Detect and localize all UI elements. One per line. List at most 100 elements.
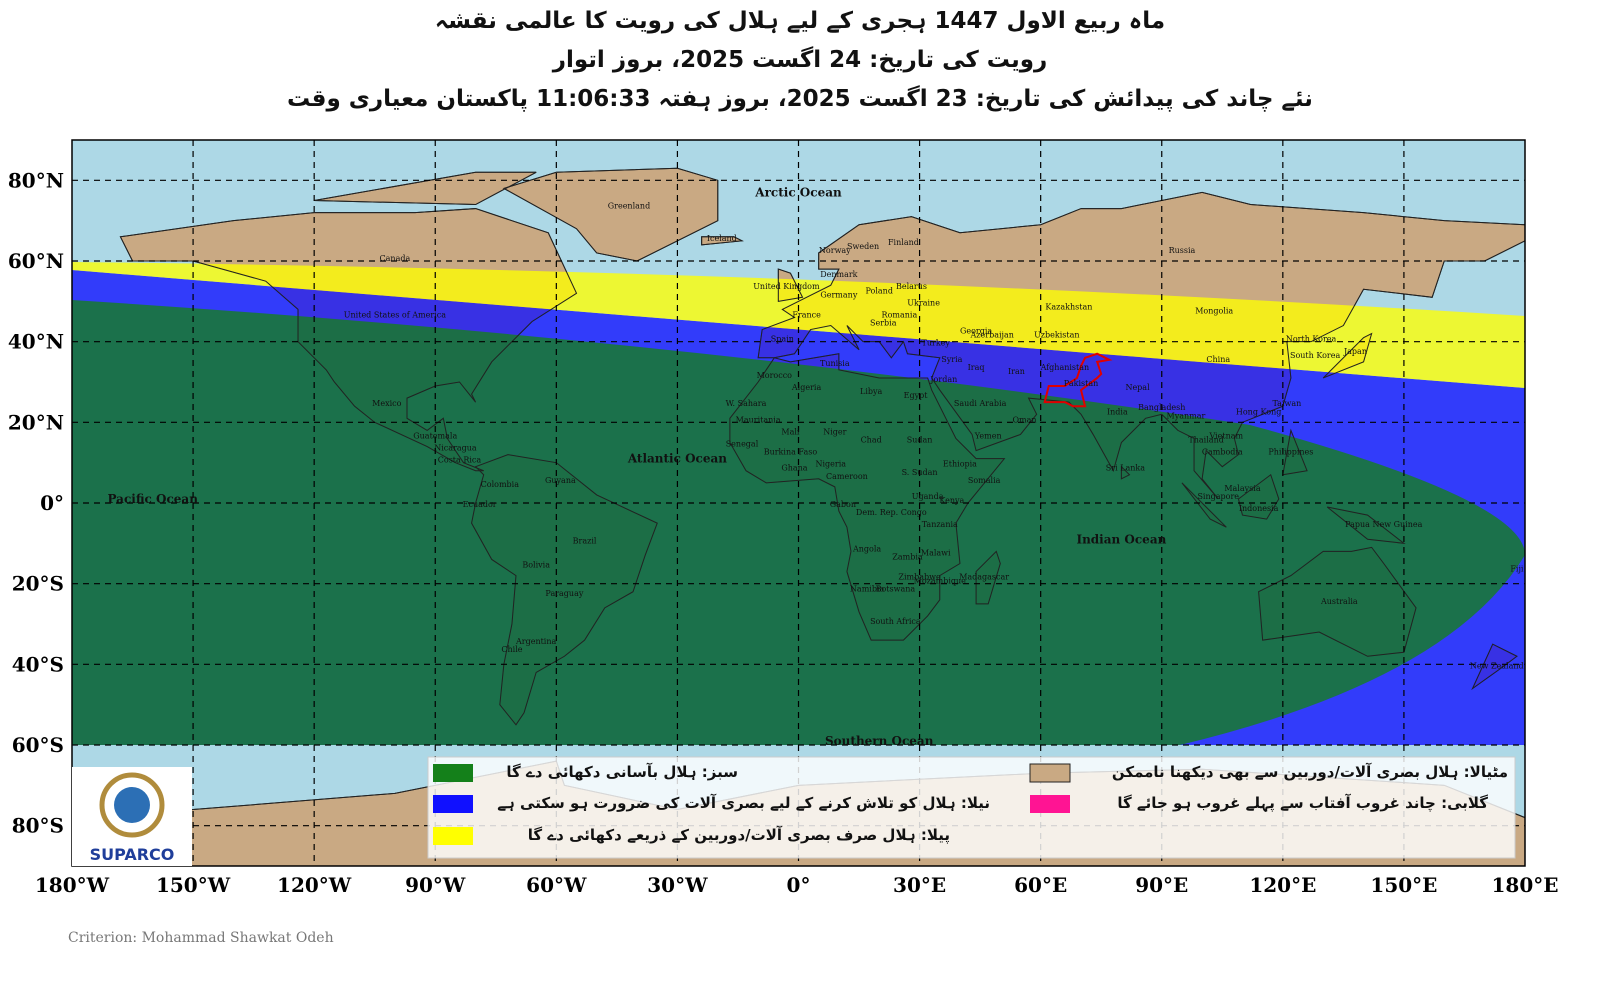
border <box>1282 428 1308 476</box>
legend-swatch <box>1029 763 1071 783</box>
yellow-zone <box>72 262 1525 388</box>
legend-label: سبز: ہلال بآسانی دکھائی دے گا <box>506 763 738 781</box>
lon-label: 180°E <box>1492 873 1559 897</box>
country-label: Jordan <box>929 375 957 384</box>
country-label: Kenya <box>939 496 964 505</box>
country-label: Spain <box>771 335 794 344</box>
border <box>471 454 658 726</box>
country-label: Nepal <box>1125 383 1150 392</box>
lat-label: 60°S <box>12 733 64 757</box>
country-label: Finland <box>888 238 919 247</box>
country-label: Russia <box>1169 246 1196 255</box>
lon-label: 60°W <box>526 873 587 897</box>
ocean-label: Arctic Ocean <box>754 185 842 199</box>
country-label: Romania <box>882 310 918 319</box>
logo-ring <box>99 772 165 838</box>
country-label: S. Sudan <box>902 468 938 477</box>
border <box>1120 465 1131 480</box>
country-label: Guyana <box>545 476 576 485</box>
country-label: Morocco <box>757 371 793 380</box>
country-label: Bolivia <box>522 561 550 570</box>
legend-swatch <box>1030 795 1070 813</box>
country-label: South Africa <box>870 617 921 626</box>
country-label: Sudan <box>907 436 933 445</box>
country-label: Mauritania <box>736 415 781 424</box>
country-label: Niger <box>823 427 846 436</box>
country-label: Denmark <box>820 270 857 279</box>
country-label: Algeria <box>791 383 822 392</box>
country-label: Iceland <box>707 234 737 243</box>
country-label: Senegal <box>726 440 759 449</box>
country-label: Vietnam <box>1208 431 1243 440</box>
country-label: Ghana <box>781 464 807 473</box>
legend-label: گلابی: چاند غروب آفتاب سے پہلے غروب ہو ج… <box>1117 794 1488 812</box>
country-label: Burkina Faso <box>764 448 818 457</box>
country-label: Germany <box>820 290 857 299</box>
country-label: Azerbaijan <box>970 331 1014 340</box>
country-label: Somalia <box>968 476 1001 485</box>
country-label: New Zealand <box>1470 661 1524 670</box>
country-label: Mali <box>781 427 800 436</box>
border <box>777 268 804 302</box>
lat-label: 60°N <box>8 249 64 273</box>
lon-label: 120°E <box>1249 873 1316 897</box>
country-label: Angola <box>852 544 881 553</box>
legend-box <box>427 756 1516 859</box>
legend-swatch <box>433 764 473 782</box>
country-label: Afghanistan <box>1040 363 1090 372</box>
country-label: Mongolia <box>1195 306 1233 315</box>
country-label: Poland <box>865 286 892 295</box>
border <box>975 550 1001 605</box>
map-layer: Arctic Ocean Atlantic Ocean Pacific Ocean I… <box>72 140 1525 866</box>
title-line: ماہ ربیع الاول 1447 ہجری کے لیے ہلال کی … <box>434 8 1166 34</box>
border <box>1237 473 1280 520</box>
country-label: Namibia <box>850 585 885 594</box>
lon-label: 120°W <box>277 873 352 897</box>
country-label: Cameroon <box>826 472 868 481</box>
country-label: Costa Rica <box>438 456 482 465</box>
lon-label: 30°W <box>647 873 708 897</box>
country-label: Madagascar <box>959 573 1009 582</box>
map-frame <box>71 139 1526 867</box>
country-label: Japan <box>1343 347 1367 356</box>
country-label: Zambia <box>892 552 923 561</box>
country-label: Hong Kong <box>1236 407 1281 416</box>
ocean-label: Indian Ocean <box>1076 532 1166 546</box>
country-label: Belarus <box>896 282 927 291</box>
logo-globe <box>114 787 150 823</box>
legend-swatch <box>433 827 473 845</box>
border <box>1322 332 1373 379</box>
country-label: Iran <box>1008 367 1025 376</box>
border <box>1258 546 1417 657</box>
country-label: Paraguay <box>545 589 583 598</box>
country-label: Tanzania <box>922 520 958 529</box>
ocean-label: Atlantic Ocean <box>627 452 727 466</box>
country-label: Bangladesh <box>1138 403 1185 412</box>
lon-label: 150°W <box>156 873 231 897</box>
country-label: Yemen <box>974 431 1002 440</box>
country-label: Chile <box>501 645 522 654</box>
country-label: Guatemala <box>413 431 457 440</box>
country-label: France <box>792 310 821 319</box>
country-label: Ethiopia <box>943 460 977 469</box>
lat-label: 80°S <box>12 814 64 838</box>
border <box>1181 482 1227 528</box>
country-label: Colombia <box>481 480 520 489</box>
country-label: Canada <box>380 254 411 263</box>
lon-label: 90°E <box>1135 873 1188 897</box>
ocean-label: Southern Ocean <box>825 734 934 748</box>
country-label: Sweden <box>847 242 879 251</box>
border <box>502 167 719 262</box>
lon-label: 150°E <box>1370 873 1437 897</box>
country-label: Thailand <box>1188 436 1223 445</box>
legend-swatch <box>433 795 473 813</box>
credit: Criterion: Mohammad Shawkat Odeh <box>68 930 334 946</box>
country-label: South Korea <box>1290 351 1340 360</box>
country-label: Ecuador <box>463 500 497 509</box>
legend-label: مٹیالا: ہلال بصری آلات/دوربین سے بھی دیک… <box>1111 763 1508 781</box>
lat-label: 80°N <box>8 168 64 192</box>
border <box>757 191 1525 500</box>
country-label: United States of America <box>344 310 446 319</box>
country-label: Singapore <box>1197 492 1239 501</box>
